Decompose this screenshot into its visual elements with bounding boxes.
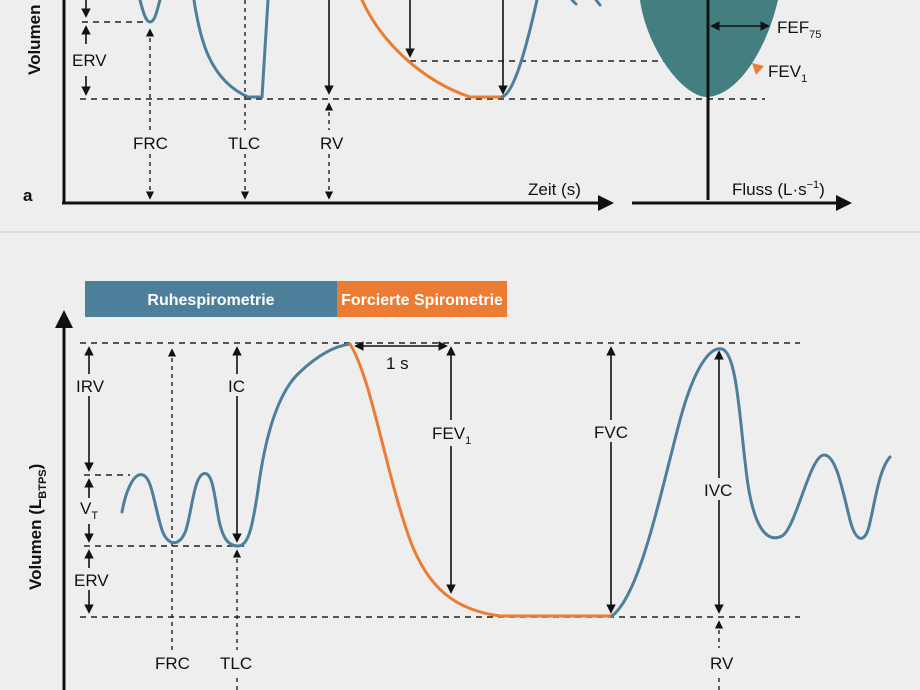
panel-b-vt-label: VT bbox=[80, 499, 98, 522]
panel-b-fvc-bg bbox=[592, 420, 632, 442]
panel-b-erv-label: ERV bbox=[74, 571, 109, 590]
panel-b-irv-label: IRV bbox=[76, 377, 105, 396]
panel-a-forced-curve bbox=[360, 0, 504, 99]
panel-a-fef75-label: FEF75 bbox=[777, 18, 821, 41]
panel-a-frc-label: FRC bbox=[133, 134, 168, 153]
panel-a-flow-axis-arrow bbox=[836, 195, 852, 211]
panel-b-erv-bg bbox=[74, 568, 112, 590]
panel-a-time-axis-label: Zeit (s) bbox=[528, 180, 581, 199]
panel-a-fev1-marker-icon bbox=[752, 63, 764, 75]
panel-a-tidal-curve bbox=[138, 0, 162, 24]
panel-b-tlc-label: TLC bbox=[220, 654, 252, 673]
panel-a-erv-label: ERV bbox=[72, 51, 107, 70]
panel-b-rv-label: RV bbox=[710, 654, 734, 673]
panel-b-ivc-bg bbox=[702, 478, 738, 500]
panel-a-fev1-label: FEV1 bbox=[768, 62, 807, 85]
banner-rest bbox=[85, 281, 337, 317]
panel-b-forced-curve bbox=[348, 342, 614, 618]
panel-b-ic-bg bbox=[226, 374, 250, 396]
banner-forced bbox=[337, 281, 507, 317]
panel-a-ylabel: Volumen bbox=[25, 4, 44, 75]
panel-b-ic-label: IC bbox=[228, 377, 245, 396]
panel-a-time-axis-arrow bbox=[598, 195, 614, 211]
panel-b-ylabel: Volumen (LBTPS) bbox=[26, 464, 49, 590]
panel-b-ivc-label: IVC bbox=[704, 481, 732, 500]
panel-b-fev1-bg bbox=[430, 420, 476, 446]
panel-a-rv-label: RV bbox=[320, 134, 344, 153]
panel-b-frc-label: FRC bbox=[155, 654, 190, 673]
panel-b-vt-bg bbox=[78, 498, 102, 524]
panel-b-irv-bg bbox=[74, 374, 106, 396]
banner-forced-label: Forcierte Spirometrie bbox=[341, 292, 503, 309]
panel-a-tail-curve bbox=[570, 0, 602, 7]
banner-rest-label: Ruhespirometrie bbox=[147, 292, 274, 309]
panel-b-one-second-label: 1 s bbox=[386, 354, 409, 373]
panel-b: Ruhespirometrie Forcierte Spirometrie Vo… bbox=[26, 281, 892, 690]
panel-a-tlc-label: TLC bbox=[228, 134, 260, 153]
panel-b-fvc-label: FVC bbox=[594, 423, 628, 442]
panel-a-vital-curve bbox=[192, 0, 270, 99]
panel-a-letter: a bbox=[23, 186, 33, 205]
panel-b-rest-curve bbox=[120, 342, 352, 548]
panel-a: Volumen ERV FRC TLC RV a Ze bbox=[23, 0, 852, 211]
panel-b-fev1-label: FEV1 bbox=[432, 424, 471, 447]
panel-b-y-axis-arrow bbox=[55, 310, 73, 328]
panel-a-flow-axis-label: Fluss (L·s−1) bbox=[732, 179, 825, 199]
panel-b-recovery-curve bbox=[610, 347, 892, 618]
